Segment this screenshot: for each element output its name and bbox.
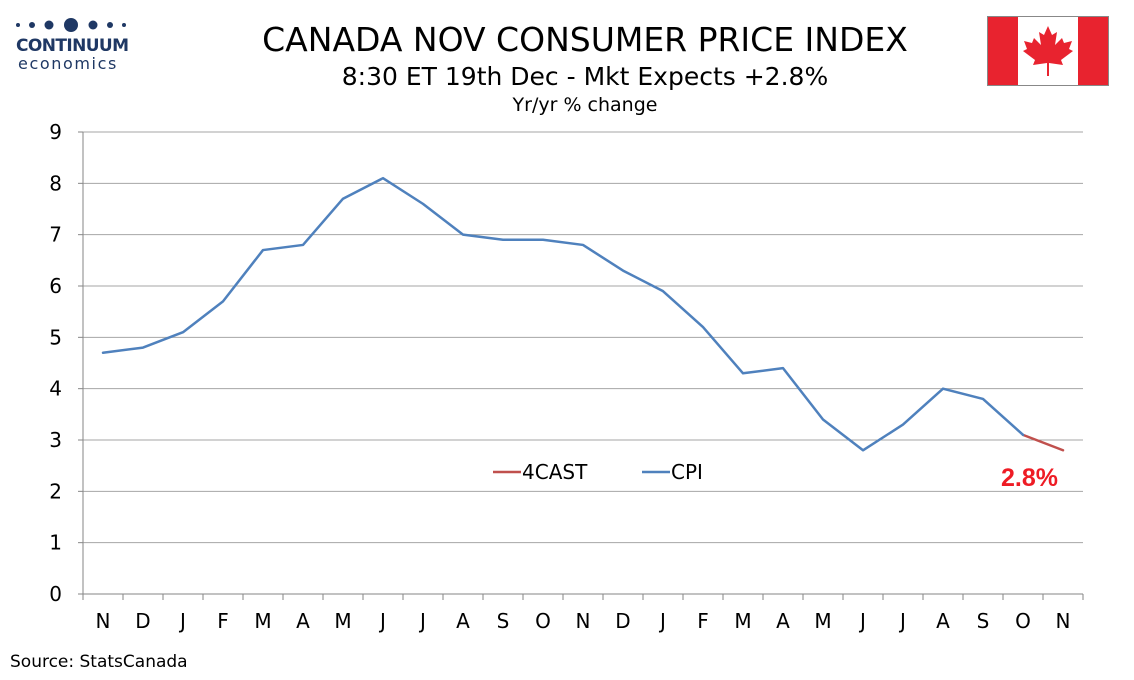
y-tick-label: 6 xyxy=(49,274,62,298)
chart-units: Yr/yr % change xyxy=(512,94,658,116)
y-tick-label: 0 xyxy=(49,582,62,606)
x-tick-label: M xyxy=(734,609,751,633)
x-tick-label: O xyxy=(1015,609,1031,633)
y-tick-label: 7 xyxy=(49,223,62,247)
series-line-cpi xyxy=(101,176,1025,452)
x-tick-label: A xyxy=(456,609,470,633)
x-tick-label: J xyxy=(378,609,386,633)
x-tick-label: J xyxy=(658,609,666,633)
x-tick-label: N xyxy=(96,609,111,633)
source-note: Source: StatsCanada xyxy=(10,652,188,672)
x-tick-label: S xyxy=(977,609,990,633)
x-tick-label: A xyxy=(936,609,950,633)
logo-dots-icon xyxy=(16,18,126,32)
x-tick-label: M xyxy=(254,609,271,633)
y-tick-label: 2 xyxy=(49,479,62,503)
x-tick-label: D xyxy=(135,609,150,633)
x-tick-label: M xyxy=(334,609,351,633)
y-tick-label: 4 xyxy=(49,377,62,401)
forecast-value-label: 2.8% xyxy=(1001,464,1058,492)
chart-subtitle: 8:30 ET 19th Dec - Mkt Expects +2.8% xyxy=(341,62,829,91)
y-tick-label: 3 xyxy=(49,428,62,452)
x-tick-label: J xyxy=(178,609,186,633)
logo-name: CONTINUUM xyxy=(16,36,129,56)
x-tick-label: D xyxy=(615,609,630,633)
x-tick-label: A xyxy=(776,609,790,633)
canada-flag-icon xyxy=(987,16,1109,86)
x-tick-label: S xyxy=(497,609,510,633)
legend-label-4cast: 4CAST xyxy=(522,460,588,484)
x-tick-label: J xyxy=(898,609,906,633)
x-tick-label: N xyxy=(1056,609,1071,633)
y-tick-label: 1 xyxy=(49,531,62,555)
x-tick-label: F xyxy=(697,609,709,633)
y-tick-label: 8 xyxy=(49,171,62,195)
series-line-4cast xyxy=(1021,433,1065,452)
logo-subtitle: economics xyxy=(18,54,118,73)
y-tick-label: 5 xyxy=(49,325,62,349)
x-tick-label: O xyxy=(535,609,551,633)
legend-label-cpi: CPI xyxy=(671,460,703,484)
x-tick-label: M xyxy=(814,609,831,633)
x-tick-label: F xyxy=(217,609,229,633)
x-tick-label: J xyxy=(418,609,426,633)
y-tick-label: 9 xyxy=(49,120,62,144)
x-tick-label: J xyxy=(858,609,866,633)
chart-title: CANADA NOV CONSUMER PRICE INDEX xyxy=(262,20,908,59)
x-tick-label: A xyxy=(296,609,310,633)
x-tick-label: N xyxy=(576,609,591,633)
